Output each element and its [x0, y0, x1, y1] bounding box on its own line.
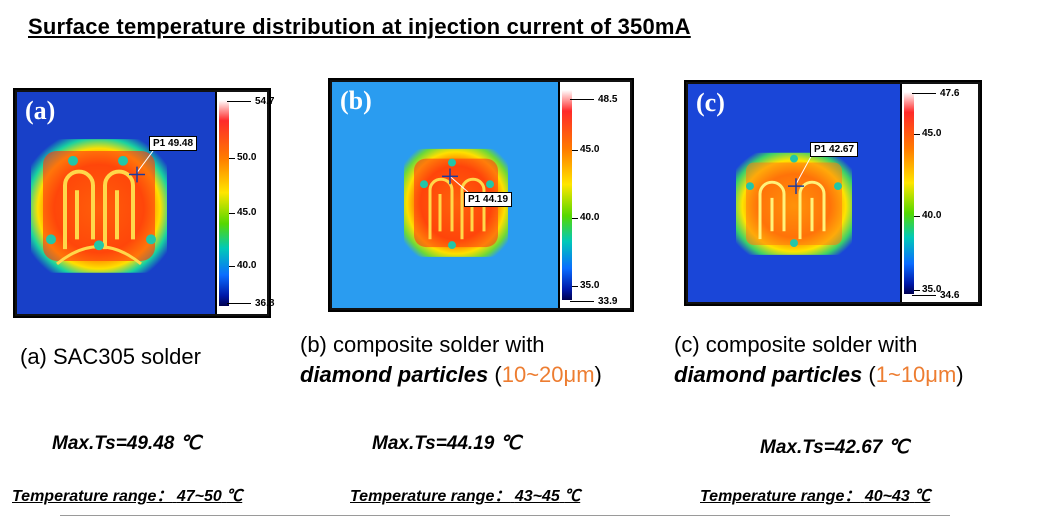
scale-tick-b-35: 35.0	[572, 280, 599, 292]
caption-b-size: 10~20μm	[501, 362, 595, 387]
color-scale-c: 47.6 45.0 40.0 35.0 34.6	[900, 84, 978, 302]
scale-tick-a-40: 40.0	[229, 260, 256, 272]
temp-range-a-label: Temperature range：	[12, 488, 173, 505]
max-ts-a-unit: ℃	[179, 433, 201, 454]
caption-a-line1: (a) SAC305 solder	[20, 344, 201, 369]
figure-title: Surface temperature distribution at inje…	[28, 14, 691, 39]
caption-c-size: 1~10μm	[875, 362, 957, 387]
panel-label-b: (b)	[340, 86, 372, 115]
max-ts-b-unit: ℃	[499, 433, 521, 454]
scale-max-b: 48.5	[569, 94, 617, 106]
scale-max-c: 47.6	[911, 88, 959, 100]
bottom-divider	[60, 515, 950, 516]
caption-a: (a) SAC305 solder	[20, 342, 201, 372]
caption-c-open-paren: (	[868, 362, 876, 387]
scale-tick-c-40: 40.0	[914, 210, 941, 222]
thermal-panel-b: (b) P1 44.19 48.5 45.0 40.0 35.0 33.9	[328, 78, 634, 312]
scale-min-b: 33.9	[569, 296, 617, 308]
thermal-image-b	[332, 82, 564, 308]
probe-label-c: P1 42.67	[810, 142, 859, 157]
caption-c-material: diamond particles	[674, 362, 863, 387]
max-ts-c-value: Max.Ts=42.67	[760, 437, 883, 458]
caption-c: (c) composite solder with diamond partic…	[674, 330, 964, 390]
color-scale-bar-b	[562, 90, 572, 300]
temp-range-c-unit: ℃	[914, 488, 931, 505]
color-scale-bar-a	[219, 100, 229, 306]
panel-label-a: (a)	[25, 96, 56, 125]
caption-b-close-paren: )	[594, 362, 602, 387]
caption-b-open-paren: (	[494, 362, 502, 387]
thermal-panel-c: (c) P1 42.67 47.6 45.0 40.0 35.0 34.6	[684, 80, 982, 306]
temp-range-b: Temperature range： 43~45 ℃	[350, 482, 580, 506]
color-scale-bar-c	[904, 92, 914, 294]
scale-tick-b-45: 45.0	[572, 144, 599, 156]
temp-range-c: Temperature range： 40~43 ℃	[700, 482, 930, 506]
scale-min-a: 36.8	[226, 298, 274, 310]
probe-label-a: P1 49.48	[149, 136, 198, 151]
scale-tick-c-45: 45.0	[914, 128, 941, 140]
thermal-image-a	[17, 92, 219, 314]
caption-b-material: diamond particles	[300, 362, 489, 387]
thermal-image-c	[688, 84, 906, 302]
scale-max-a: 54.7	[226, 96, 274, 108]
caption-c-close-paren: )	[956, 362, 964, 387]
color-scale-b: 48.5 45.0 40.0 35.0 33.9	[558, 82, 630, 308]
scale-tick-a-50: 50.0	[229, 152, 256, 164]
color-scale-a: 54.7 50.0 45.0 40.0 36.8	[215, 92, 274, 314]
panel-label-c: (c)	[696, 88, 725, 117]
temp-range-b-unit: ℃	[564, 488, 581, 505]
scale-tick-c-35: 35.0	[914, 284, 941, 296]
caption-b: (b) composite solder with diamond partic…	[300, 330, 602, 390]
caption-b-line1: (b) composite solder with	[300, 332, 545, 357]
temp-range-b-label: Temperature range：	[350, 488, 511, 505]
temp-range-a: Temperature range： 47~50 ℃	[12, 482, 242, 506]
temp-range-b-value: 43~45	[514, 488, 560, 505]
max-ts-a: Max.Ts=49.48 ℃	[52, 432, 201, 455]
scale-tick-a-45: 45.0	[229, 207, 256, 219]
scale-tick-b-40: 40.0	[572, 212, 599, 224]
max-ts-b: Max.Ts=44.19 ℃	[372, 432, 521, 455]
thermal-panel-a: (a) P1 49.48 54.7 50.0 45.0 40.0 36.8	[13, 88, 274, 318]
temp-range-c-label: Temperature range：	[700, 488, 861, 505]
max-ts-a-value: Max.Ts=49.48	[52, 433, 175, 454]
temp-range-a-value: 47~50	[176, 488, 222, 505]
caption-c-line2: diamond particles (1~10μm)	[674, 360, 964, 390]
caption-c-line1: (c) composite solder with	[674, 332, 918, 357]
temp-range-c-value: 40~43	[864, 488, 910, 505]
scale-min-c: 34.6	[911, 290, 959, 302]
caption-b-line2: diamond particles (10~20μm)	[300, 360, 602, 390]
probe-label-b: P1 44.19	[464, 192, 513, 207]
max-ts-c: Max.Ts=42.67 ℃	[760, 436, 909, 459]
temp-range-a-unit: ℃	[226, 488, 243, 505]
max-ts-c-unit: ℃	[887, 437, 909, 458]
max-ts-b-value: Max.Ts=44.19	[372, 433, 495, 454]
